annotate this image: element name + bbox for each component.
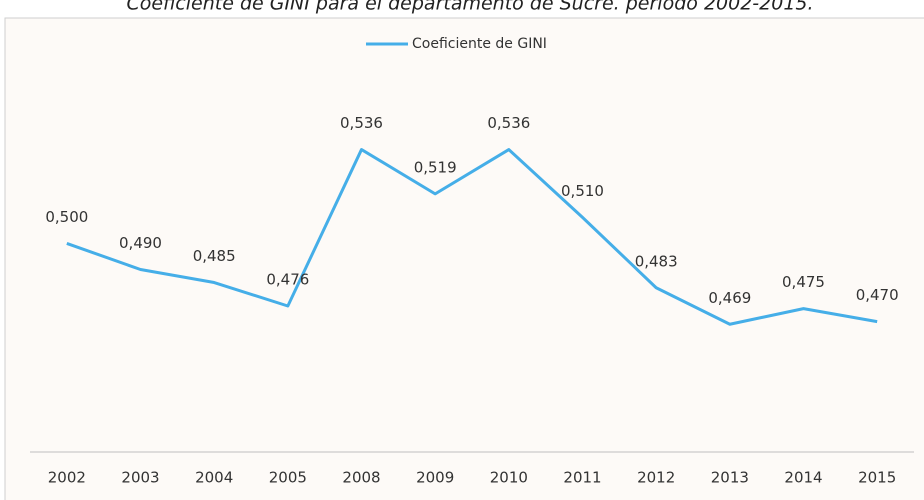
data-label: 0,519 [414, 158, 457, 176]
x-tick-label: 2013 [711, 469, 749, 487]
legend-label: Coeficiente de GINI [412, 36, 547, 52]
x-tick-label: 2005 [269, 469, 307, 487]
x-tick-label: 2003 [121, 469, 159, 487]
data-label: 0,475 [782, 273, 825, 291]
data-label: 0,485 [193, 247, 236, 265]
data-label: 0,469 [708, 289, 751, 307]
x-tick-label: 2008 [342, 469, 380, 487]
data-label: 0,490 [119, 234, 162, 252]
x-tick-label: 2009 [416, 469, 454, 487]
data-label: 0,510 [561, 182, 604, 200]
x-tick-label: 2011 [563, 469, 601, 487]
data-label: 0,536 [487, 114, 530, 132]
x-tick-label: 2012 [637, 469, 675, 487]
x-tick-label: 2010 [490, 469, 528, 487]
data-label: 0,470 [856, 286, 899, 304]
x-tick-label: 2004 [195, 469, 233, 487]
data-label: 0,483 [635, 252, 678, 270]
x-tick-label: 2002 [48, 469, 86, 487]
x-tick-label: 2015 [858, 469, 896, 487]
chart-area [4, 17, 924, 500]
data-label: 0,500 [45, 208, 88, 226]
data-label: 0,536 [340, 114, 383, 132]
x-tick-label: 2014 [784, 469, 822, 487]
data-line [66, 148, 878, 326]
data-label: 0,476 [266, 271, 309, 289]
chart-title: Coeficiente de GINI para el departamento… [126, 0, 813, 15]
